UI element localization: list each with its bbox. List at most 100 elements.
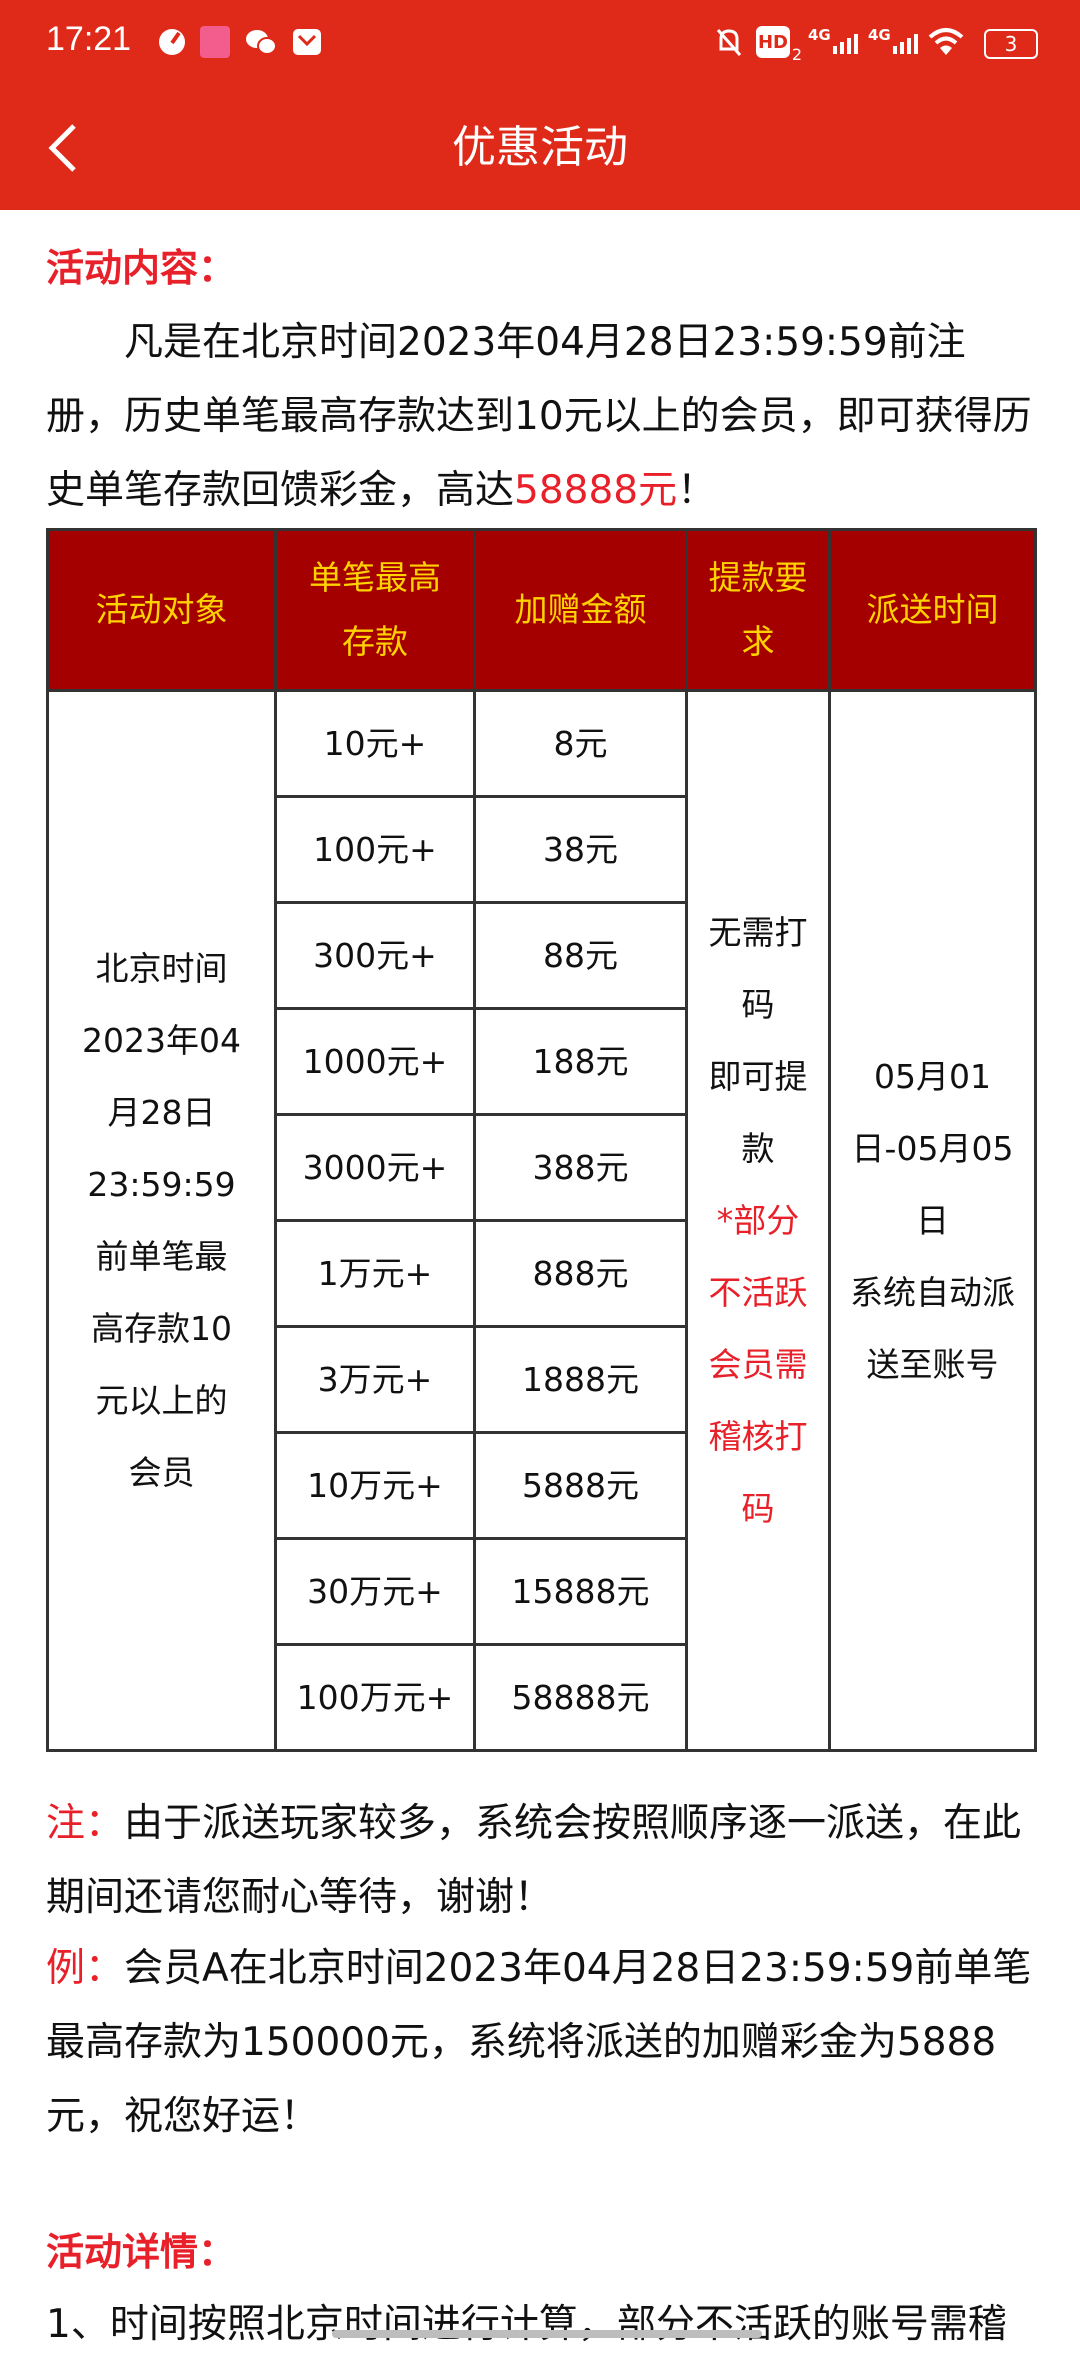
- mail-icon: [292, 26, 322, 58]
- deposit-cell: 100万元+: [274, 1643, 476, 1752]
- bonus-cell: 188元: [473, 1007, 688, 1116]
- bonus-cell: 58888元: [473, 1643, 688, 1752]
- chevron-left-icon: [48, 124, 76, 172]
- cell-line: 求: [741, 622, 775, 661]
- cell-line: 高存款10: [91, 1308, 232, 1348]
- column-header: 派送时间: [828, 528, 1037, 692]
- cell-line: 单笔最高: [309, 558, 441, 597]
- bilibili-icon: [200, 26, 230, 58]
- example-label: 例：: [46, 1946, 125, 1991]
- cell-line: 会员: [128, 1452, 195, 1492]
- dispatch-cell: 05月01 日-05月05 日系统自动派送至账号: [828, 689, 1037, 1752]
- cell-line: 会员需: [708, 1344, 808, 1384]
- cell-line: *部分: [716, 1200, 800, 1240]
- intro-text: 凡是在北京时间2023年04月28日23:59:59前注册，历史单笔最高存款达到…: [46, 320, 1032, 513]
- back-button[interactable]: [38, 118, 98, 178]
- net-label: 4G: [808, 26, 831, 44]
- status-time: 17:21: [46, 20, 132, 58]
- cell-line: 加赠金额: [514, 590, 647, 629]
- note-paragraph: 注：由于派送玩家较多，系统会按照顺序逐一派送，在此期间还请您耐心等待，谢谢！: [46, 1787, 1036, 1935]
- deposit-cell: 300元+: [274, 901, 476, 1010]
- bonus-cell: 388元: [473, 1113, 688, 1222]
- bonus-cell: 8元: [473, 689, 688, 798]
- cell-line: 活动对象: [95, 590, 228, 629]
- intro-paragraph: 凡是在北京时间2023年04月28日23:59:59前注册，历史单笔最高存款达到…: [46, 306, 1036, 528]
- table-row: 1000元+ 188元: [48, 1007, 1036, 1116]
- bonus-cell: 5888元: [473, 1431, 688, 1540]
- bonus-cell: 88元: [473, 901, 688, 1010]
- cell-line: 元以上的: [95, 1380, 228, 1420]
- speed-icon: [156, 26, 188, 58]
- intro-end: ！: [677, 468, 717, 513]
- cell-line: 北京时间: [95, 948, 228, 988]
- hd-icon: HD: [756, 26, 790, 58]
- cell-line: 月28日: [107, 1092, 216, 1132]
- cell-line: 05月01: [874, 1056, 991, 1096]
- cell-line: 无需打: [708, 912, 808, 952]
- bonus-cell: 888元: [473, 1219, 688, 1328]
- deposit-cell: 3万元+: [274, 1325, 476, 1434]
- deposit-cell: 10万元+: [274, 1431, 476, 1540]
- table-row: 3000元+ 388元: [48, 1113, 1036, 1222]
- net-label: 4G: [868, 26, 891, 44]
- status-bar: 17:21 HD 2 4G 4G 3: [0, 0, 1080, 86]
- note-text: 由于派送玩家较多，系统会按照顺序逐一派送，在此期间还请您耐心等待，谢谢！: [46, 1801, 1022, 1920]
- target-cell: 北京时间 2023年04 月28日 23:59:59 前单笔最高存款10 元以上的会员: [46, 689, 277, 1752]
- table-row: 北京时间 2023年04 月28日 23:59:59 前单笔最 高存款10 元以上的 会员 10…: [46, 689, 1037, 1752]
- table-row: 1万元+ 888元: [48, 1219, 1036, 1328]
- section-heading-details: 活动详情：: [46, 2230, 237, 2274]
- example-paragraph: 例：会员A在北京时间2023年04月28日23:59:59前单笔最高存款为150…: [46, 1932, 1036, 2154]
- section-heading-content: 活动内容：: [46, 246, 237, 290]
- cell-line: 前单笔最: [95, 1236, 228, 1276]
- cell-line: 送至账号: [866, 1344, 999, 1384]
- table-row: 10万元+ 5888元: [48, 1431, 1036, 1540]
- table-row: 300元+ 88元: [48, 901, 1036, 1010]
- cell-line: 派送时间: [866, 590, 999, 629]
- wifi-icon: [928, 26, 964, 58]
- table-row: 100万元+ 58888元: [48, 1643, 1036, 1752]
- table-row: 100元+ 38元: [48, 795, 1036, 904]
- deposit-cell: 1万元+: [274, 1219, 476, 1328]
- gesture-bar[interactable]: [332, 2330, 762, 2338]
- bonus-cell: 1888元: [473, 1325, 688, 1434]
- deposit-cell: 1000元+: [274, 1007, 476, 1116]
- detail-item-1: 1、时间按照北京时间进行计算，部分不活跃的账号需稽: [46, 2302, 1007, 2347]
- cell-line: 日-05月05: [851, 1128, 1014, 1168]
- column-header: 活动对象: [46, 528, 277, 692]
- deposit-cell: 3000元+: [274, 1113, 476, 1222]
- cell-line: 即可提: [708, 1056, 808, 1096]
- page-title: 优惠活动: [452, 122, 628, 173]
- withdraw-cell: 无需打码即可提款 *部分 不活跃 会员需 稽核打码: [685, 689, 831, 1752]
- wechat-icon: [244, 26, 278, 58]
- example-text: 会员A在北京时间2023年04月28日23:59:59前单笔最高存款为15000…: [46, 1946, 1032, 2139]
- note-label: 注：: [46, 1801, 125, 1846]
- cell-line: 日: [916, 1200, 949, 1240]
- bonus-cell: 38元: [473, 795, 688, 904]
- cell-line: 稽核打: [708, 1416, 808, 1456]
- app-bar: 17:21 HD 2 4G 4G 3 优惠活动: [0, 0, 1080, 210]
- column-header: 单笔最高 存款: [274, 528, 476, 692]
- column-header: 提款要求: [685, 528, 831, 692]
- cell-line: 系统自动派: [850, 1272, 1015, 1312]
- cell-line: 23:59:59: [87, 1164, 236, 1204]
- hd-sub: 2: [791, 44, 803, 64]
- cell-line: 码: [741, 1488, 775, 1528]
- cell-line: 款: [741, 1128, 775, 1168]
- 4g-signal-icon: 4G: [868, 26, 918, 58]
- cell-line: 不活跃: [708, 1272, 808, 1312]
- column-header: 加赠金额: [473, 528, 688, 692]
- promo-table: 活动对象 单笔最高 存款 加赠金额 提款要求派送时间 北京时间 2023年04 月28日 23…: [46, 528, 1037, 1752]
- table-row: 3万元+ 1888元: [48, 1325, 1036, 1434]
- deposit-cell: 100元+: [274, 795, 476, 904]
- cell-line: 存款: [342, 622, 408, 661]
- 4g-signal-icon: 4G: [808, 26, 858, 58]
- cell-line: 码: [741, 984, 775, 1024]
- deposit-cell: 10元+: [274, 689, 476, 798]
- cell-line: 提款要: [708, 558, 808, 597]
- cell-line: 2023年04: [82, 1020, 241, 1060]
- battery-icon: 3: [984, 29, 1038, 59]
- mute-bell-icon: [714, 26, 744, 58]
- deposit-cell: 30万元+: [274, 1537, 476, 1646]
- table-row: 30万元+ 15888元: [48, 1537, 1036, 1646]
- intro-highlight: 58888元: [514, 468, 678, 513]
